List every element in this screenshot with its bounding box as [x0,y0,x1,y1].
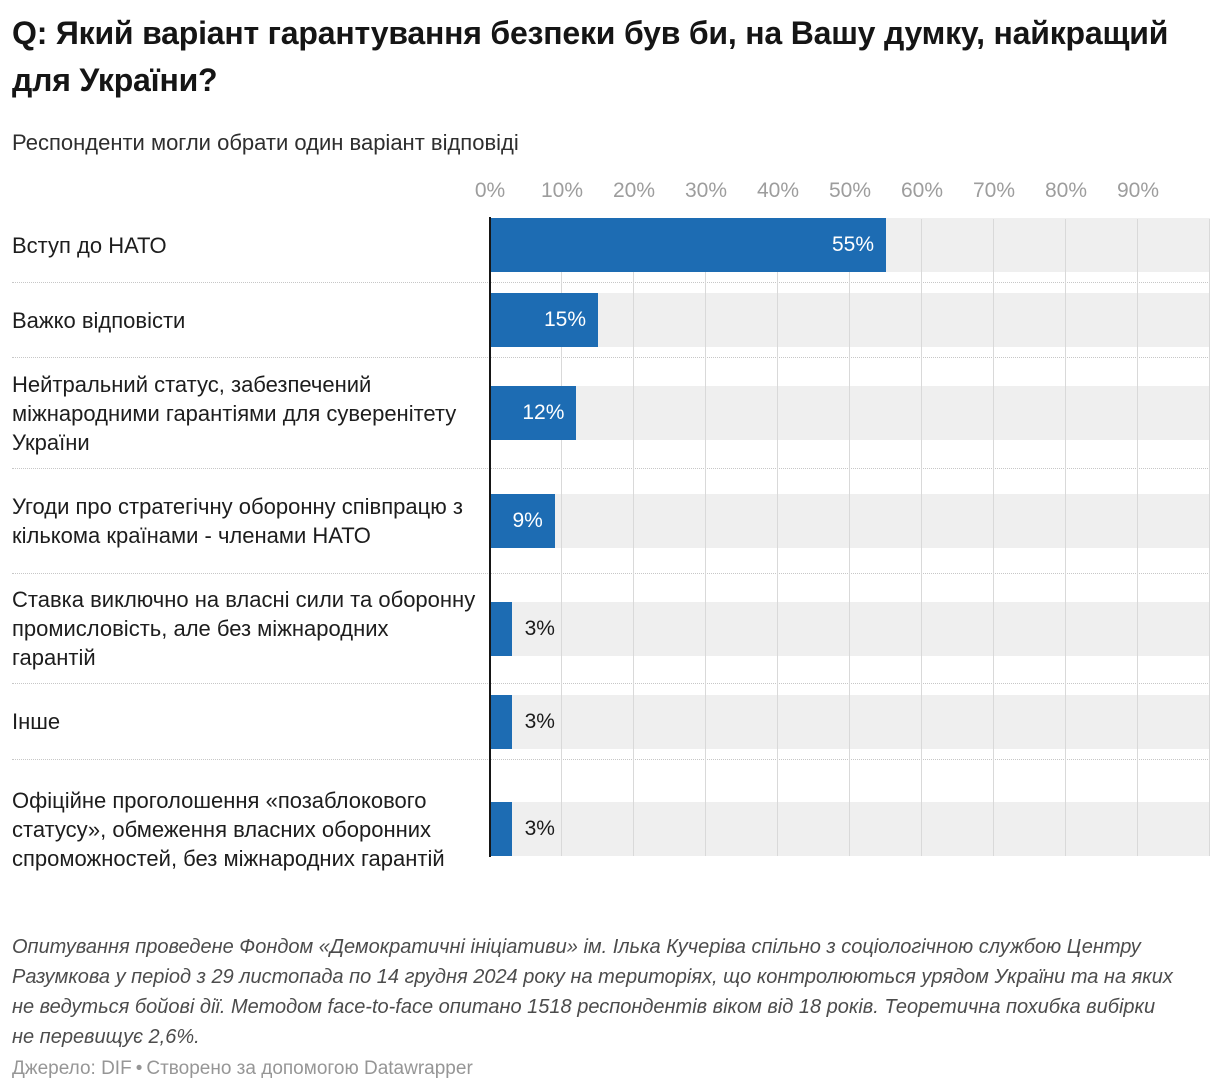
bar-row: Інше 3% 3% [12,684,1210,760]
category-label: Угоди про стратегічну оборонну співпрацю… [12,494,463,548]
x-axis-tick: 80% [1044,179,1088,202]
bar-track: 55% 55% [490,218,1210,272]
x-axis-tick: 10% [540,179,584,202]
bar: 9% [490,494,555,548]
value-label: 9% [512,509,543,532]
source-line: Джерело: DIF • Створено за допомогою Dataw… [12,1058,1210,1080]
chart-title: Q: Який варіант гарантування безпеки був… [12,15,1169,98]
category-label: Інше [12,709,61,734]
x-axis: 0% 10% 20% 30% 40% 50% 60% 70% 80% 90% [475,156,1210,208]
bar-track: 15% 15% [490,293,1210,347]
separator-dot: • [135,1058,143,1079]
x-axis-tick: 60% [900,179,944,202]
x-axis-tick: 90% [1116,179,1160,202]
category-label: Офіційне проголошення «позаблокового ста… [12,787,445,871]
bar: 15% [490,293,598,347]
datawrapper-credit: Створено за допомогою Datawrapper [146,1058,473,1079]
bar-track: 3% 3% [490,694,1210,749]
bar-row: Офіційне проголошення «позаблокового ста… [12,760,1210,898]
x-axis-tick: 30% [684,179,728,202]
bar-track: 12% 12% [490,386,1210,440]
x-axis-tick: 40% [756,179,800,202]
plot-area: Вступ до НАТО 55% 55% Важко відповісти 1… [12,208,1210,898]
bar-track: 9% 9% [490,494,1210,548]
value-label: 3% [524,709,555,733]
value-label: 3% [524,817,555,840]
bar: 12% [490,386,577,440]
category-label: Вступ до НАТО [12,232,167,258]
bar: 55% [490,218,886,272]
value-label: 55% [831,233,874,256]
bar-row: Вступ до НАТО 55% 55% [12,208,1210,283]
x-axis-tick: 0% [474,179,506,202]
bar-chart: 0% 10% 20% 30% 40% 50% 60% 70% 80% 90% В… [12,156,1210,898]
category-label: Важко відповісти [12,307,186,333]
x-axis-tick: 20% [612,179,656,202]
bar: 3% [490,694,512,749]
chart-subtitle: Респонденти могли обрати один варіант ві… [12,130,519,155]
x-axis-tick: 50% [828,179,872,202]
bar: 3% [490,601,512,656]
bar-track: 3% 3% [490,601,1210,656]
source-label: Джерело: DIF [12,1058,132,1079]
bar-track: 3% 3% [490,802,1210,856]
y-axis-line [489,217,491,857]
category-label: Нейтральний статус, забезпечений міжнаро… [12,371,457,455]
bar: 3% [490,802,512,856]
bar-row: Ставка виключно на власні сили та оборон… [12,574,1210,684]
value-label: 12% [522,401,565,424]
value-label: 15% [543,308,586,331]
value-label: 3% [524,616,555,640]
category-label: Ставка виключно на власні сили та оборон… [12,587,476,670]
x-axis-tick: 70% [972,179,1016,202]
bar-row: Нейтральний статус, забезпечений міжнаро… [12,358,1210,469]
bar-row: Важко відповісти 15% 15% [12,283,1210,358]
methodology-notes: Опитування проведене Фондом «Демократичн… [12,936,1173,1048]
bar-row: Угоди про стратегічну оборонну співпрацю… [12,469,1210,574]
